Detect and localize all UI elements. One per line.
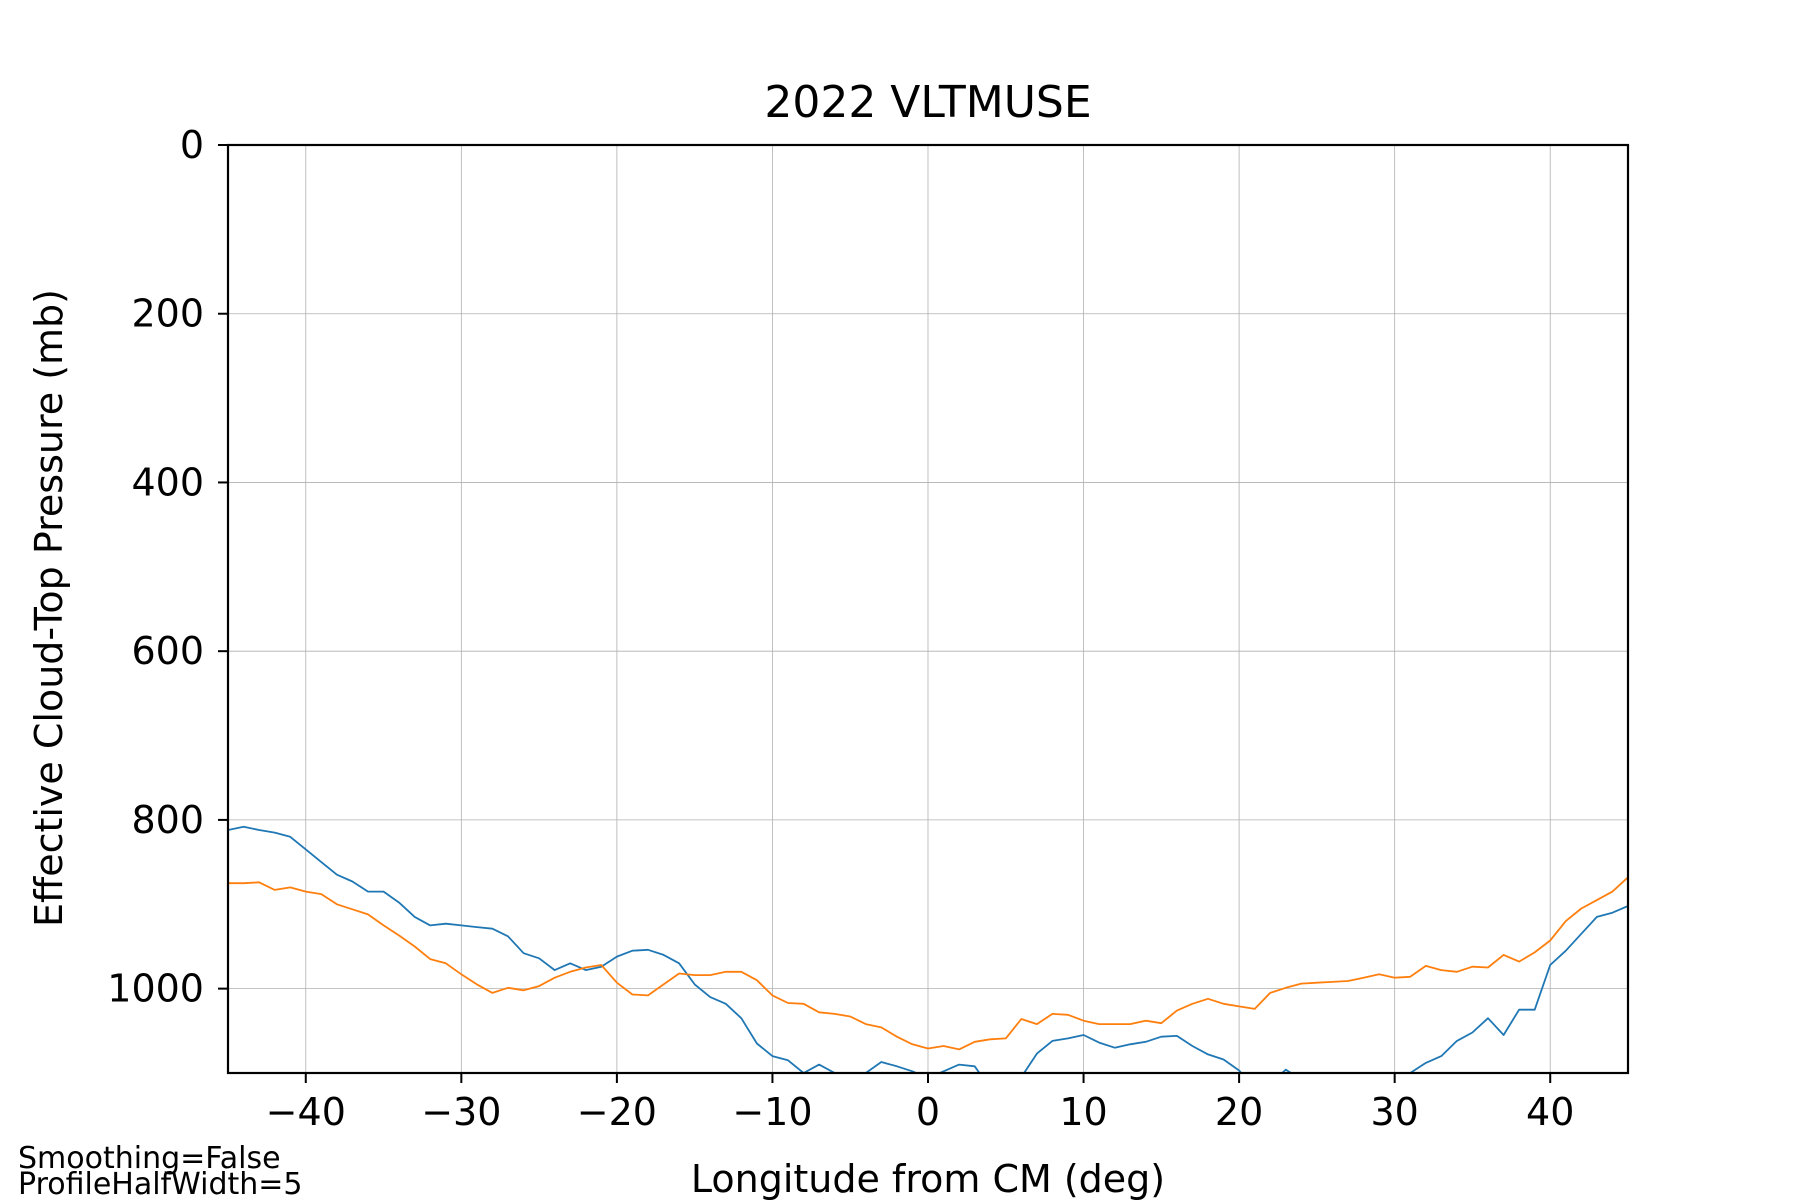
series-layer xyxy=(228,825,1628,1073)
y-axis-label: Effective Cloud-Top Pressure (mb) xyxy=(27,289,71,927)
x-tick-label: 10 xyxy=(1059,1090,1107,1134)
x-axis-label: Longitude from CM (deg) xyxy=(691,1157,1165,1200)
series-line-2 xyxy=(228,876,1628,1051)
x-tick-label: 30 xyxy=(1370,1090,1418,1134)
y-tick-label: 1000 xyxy=(107,967,204,1011)
y-tick-label: 200 xyxy=(131,292,204,336)
chart-title: 2022 VLTMUSE xyxy=(764,77,1091,128)
x-tick-label: −40 xyxy=(266,1090,346,1134)
x-tick-label: −10 xyxy=(732,1090,812,1134)
x-tick-label: −30 xyxy=(421,1090,501,1134)
x-tick-label: 20 xyxy=(1215,1090,1263,1134)
y-tick-label: 600 xyxy=(131,629,204,673)
y-tick-label: 800 xyxy=(131,798,204,842)
x-tick-label: 40 xyxy=(1526,1090,1574,1134)
grid xyxy=(228,144,1628,1073)
series-line-1 xyxy=(228,825,1628,1073)
y-tick-label: 400 xyxy=(131,460,204,504)
annotation-profile-half-width: ProfileHalfWidth=5 xyxy=(18,1167,303,1200)
x-tick-label: 0 xyxy=(916,1090,940,1134)
y-tick-label: 0 xyxy=(180,123,204,167)
annotation-smoothing: Smoothing=False xyxy=(18,1141,281,1176)
x-tick-label: −20 xyxy=(577,1090,657,1134)
